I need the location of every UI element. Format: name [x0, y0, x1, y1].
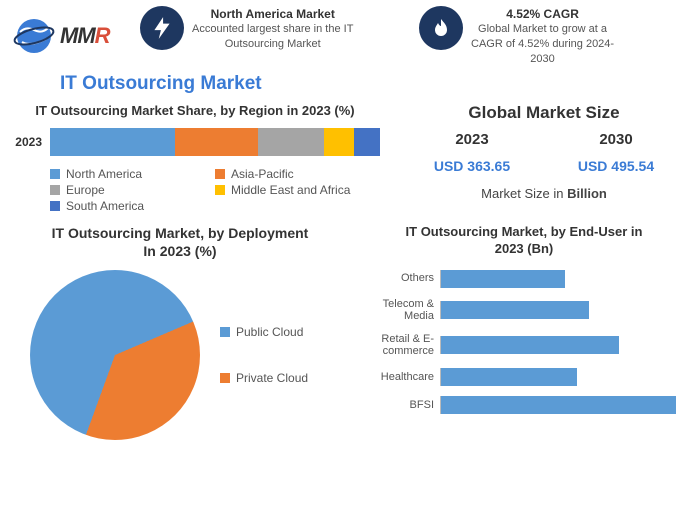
year-2030: 2030	[599, 131, 632, 148]
pie-chart-block: IT Outsourcing Market, by Deployment In …	[10, 224, 350, 440]
enduser-title-l2: 2023 (Bn)	[360, 241, 688, 258]
unit-pre: Market Size in	[481, 186, 567, 201]
badge1-line1: Accounted largest share in the IT	[192, 22, 353, 37]
enduser-row: BFSI	[360, 396, 688, 414]
enduser-label: Healthcare	[360, 371, 440, 384]
enduser-bar	[441, 368, 577, 386]
row-region-marketsize: IT Outsourcing Market Share, by Region i…	[0, 103, 698, 214]
flame-icon	[419, 6, 463, 50]
value-2030: USD 495.54	[578, 158, 654, 174]
badge1-text: North America Market Accounted largest s…	[192, 6, 353, 52]
legend-label: Middle East and Africa	[231, 183, 350, 197]
enduser-track	[440, 368, 688, 386]
legend-swatch	[215, 185, 225, 195]
enduser-title-l1: IT Outsourcing Market, by End-User in	[360, 224, 688, 241]
legend-item: Middle East and Africa	[215, 182, 380, 198]
enduser-row: Others	[360, 270, 688, 288]
enduser-label: Telecom & Media	[360, 298, 440, 323]
legend-swatch	[50, 185, 60, 195]
enduser-track	[440, 301, 688, 319]
enduser-bar-chart: IT Outsourcing Market, by End-User in 20…	[350, 224, 688, 440]
stacked-legend: North America Asia-Pacific Europe Middle Ea…	[10, 166, 380, 214]
pie-legend: Public Cloud Private Cloud	[220, 324, 308, 386]
market-size-unit: Market Size in Billion	[400, 186, 688, 201]
legend-item: Asia-Pacific	[215, 166, 380, 182]
legend-label: Public Cloud	[236, 325, 303, 339]
stacked-year-label: 2023	[10, 135, 50, 149]
enduser-bar	[441, 270, 565, 288]
badge2-line3: 2030	[471, 52, 614, 67]
legend-item: North America	[50, 166, 215, 182]
pie-wrap: Public Cloud Private Cloud	[10, 270, 350, 440]
enduser-label: Retail & E-commerce	[360, 333, 440, 358]
legend-item: Europe	[50, 182, 215, 198]
enduser-track	[440, 270, 688, 288]
market-size-years: 2023 2030	[400, 131, 688, 148]
top-badges: North America Market Accounted largest s…	[140, 6, 688, 67]
stacked-segment	[50, 128, 175, 156]
stacked-segment	[324, 128, 354, 156]
pie-title-l1: IT Outsourcing Market, by Deployment	[10, 224, 350, 242]
legend-swatch	[215, 169, 225, 179]
pie-chart	[30, 270, 200, 440]
main-title: IT Outsourcing Market	[60, 73, 698, 95]
value-2023: USD 363.65	[434, 158, 510, 174]
stacked-bar-row: 2023	[10, 128, 380, 156]
unit-bold: Billion	[567, 186, 607, 201]
badge1-title: North America Market	[192, 6, 353, 22]
market-size-title: Global Market Size	[400, 103, 688, 123]
row-pie-enduser: IT Outsourcing Market, by Deployment In …	[0, 214, 698, 440]
header: MMR North America Market Accounted large…	[0, 0, 698, 67]
enduser-track	[440, 336, 688, 354]
legend-swatch	[50, 169, 60, 179]
legend-label: South America	[66, 199, 144, 213]
logo-text: MMR	[60, 23, 110, 49]
globe-icon	[10, 12, 58, 60]
stacked-segment	[354, 128, 380, 156]
logo: MMR	[10, 6, 140, 66]
badge2-line2: CAGR of 4.52% during 2024-	[471, 37, 614, 52]
legend-label: Asia-Pacific	[231, 167, 294, 181]
enduser-title: IT Outsourcing Market, by End-User in 20…	[360, 224, 688, 258]
enduser-label: BFSI	[360, 399, 440, 412]
legend-label: Private Cloud	[236, 371, 308, 385]
legend-item: South America	[50, 198, 215, 214]
badge2-line1: Global Market to grow at a	[471, 22, 614, 37]
legend-item: Private Cloud	[220, 370, 308, 386]
enduser-bar	[441, 301, 589, 319]
legend-item: Public Cloud	[220, 324, 308, 340]
badge2-text: 4.52% CAGR Global Market to grow at a CA…	[471, 6, 614, 67]
legend-label: Europe	[66, 183, 105, 197]
legend-swatch	[220, 327, 230, 337]
enduser-label: Others	[360, 272, 440, 285]
legend-swatch	[220, 373, 230, 383]
stacked-segment	[175, 128, 258, 156]
bolt-icon	[140, 6, 184, 50]
enduser-bar	[441, 396, 676, 414]
stacked-title: IT Outsourcing Market Share, by Region i…	[10, 103, 380, 118]
legend-swatch	[50, 201, 60, 211]
badge1-line2: Outsourcing Market	[192, 37, 353, 52]
enduser-row: Healthcare	[360, 368, 688, 386]
enduser-row: Telecom & Media	[360, 298, 688, 323]
pie-title-l2: In 2023 (%)	[10, 242, 350, 260]
stacked-bar	[50, 128, 380, 156]
enduser-row: Retail & E-commerce	[360, 333, 688, 358]
stacked-segment	[258, 128, 324, 156]
stacked-bar-chart: IT Outsourcing Market Share, by Region i…	[10, 103, 380, 214]
badge-north-america: North America Market Accounted largest s…	[140, 6, 409, 67]
enduser-rows: Others Telecom & Media Retail & E-commerce…	[360, 270, 688, 415]
enduser-bar	[441, 336, 619, 354]
market-size-panel: Global Market Size 2023 2030 USD 363.65 …	[380, 103, 688, 214]
market-size-values: USD 363.65 USD 495.54	[400, 158, 688, 174]
pie-title: IT Outsourcing Market, by Deployment In …	[10, 224, 350, 260]
badge2-title: 4.52% CAGR	[471, 6, 614, 22]
legend-label: North America	[66, 167, 142, 181]
year-2023: 2023	[455, 131, 488, 148]
enduser-track	[440, 396, 688, 414]
badge-cagr: 4.52% CAGR Global Market to grow at a CA…	[419, 6, 688, 67]
